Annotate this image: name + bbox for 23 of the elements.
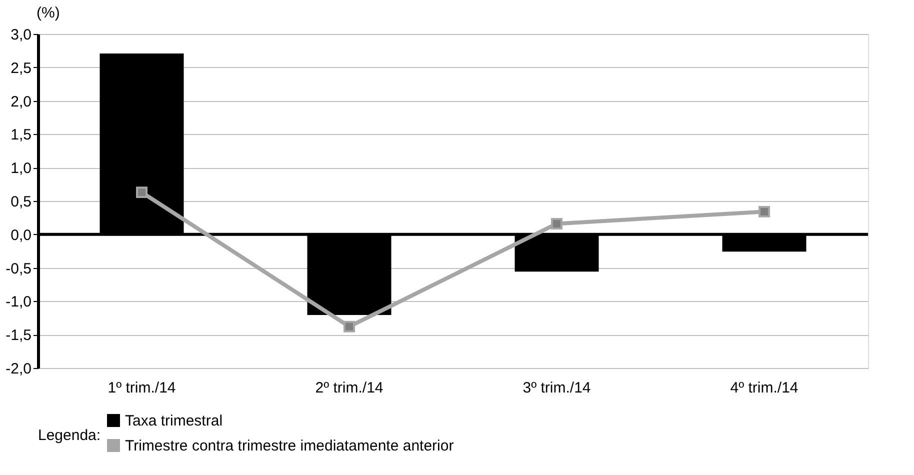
y-tick-label: -1,0 [6,294,32,311]
x-tick-label: 1º trim./14 [108,380,176,396]
y-tick-label: -2,0 [6,360,32,378]
y-tick-label: 2,5 [10,60,32,77]
y-axis-title: (%) [36,4,60,22]
y-tick-label: 3,0 [10,26,32,44]
legend-label: Trimestre contra trimestre imediatamente anterior [125,438,454,454]
x-tick-label: 4º trim./14 [730,380,798,396]
legend-label: Taxa trimestral [125,412,223,430]
y-tick-label: 1,0 [10,160,32,178]
y-tick-label: 0,0 [10,226,32,244]
y-tick-label: 1,5 [10,126,32,144]
y-tick-label: -0,5 [6,260,32,278]
x-tick-label: 2º trim./14 [315,380,384,396]
y-tick-label: 0,5 [10,194,32,210]
point [551,218,562,230]
y-tick-label: 2,0 [10,93,32,110]
x-tick-label: 3º trim./14 [522,380,591,396]
y-tick-label: -1,5 [6,327,32,344]
point [344,320,355,332]
legend-title: Legenda: [38,427,101,444]
point [758,206,770,218]
point [136,186,148,198]
